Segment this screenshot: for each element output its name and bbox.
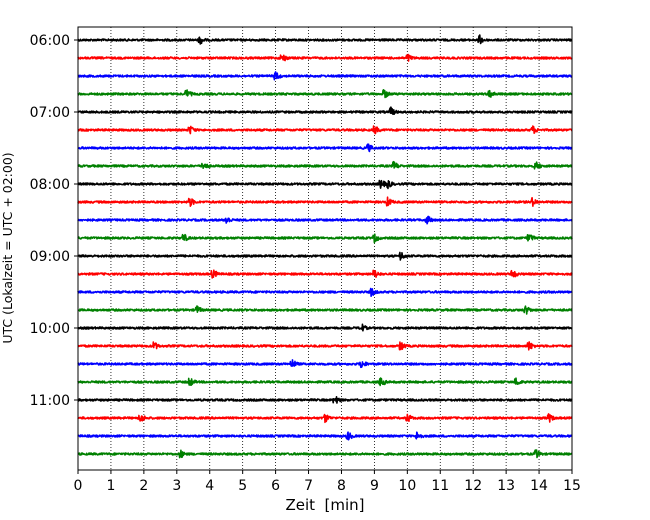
x-axis-label: Zeit [min] <box>285 496 364 514</box>
trace-row-0830 <box>77 215 573 225</box>
x-tick-label-1: 1 <box>106 478 115 494</box>
trace-row-1100 <box>77 395 573 404</box>
x-tick-label-8: 8 <box>337 478 346 494</box>
y-tick-label-0800: 08:00 <box>30 177 70 193</box>
x-tick-label-3: 3 <box>172 478 181 494</box>
x-tick-label-15: 15 <box>563 478 581 494</box>
x-tick-label-9: 9 <box>370 478 379 494</box>
seismogram-traces <box>77 34 573 459</box>
plot-frame <box>77 26 573 471</box>
x-tick-label-2: 2 <box>139 478 148 494</box>
x-tick-label-6: 6 <box>271 478 280 494</box>
trace-row-1045 <box>77 377 573 387</box>
x-tick-label-0: 0 <box>74 478 83 494</box>
plot-background <box>78 27 572 470</box>
trace-row-1130 <box>77 431 573 441</box>
y-axis-label: UTC (Lokalzeit = UTC + 02:00) <box>0 152 15 343</box>
y-tick-label-1000: 10:00 <box>30 321 70 337</box>
trace-row-0600 <box>77 34 573 45</box>
trace-row-0945 <box>77 305 573 315</box>
trace-row-1000 <box>77 323 573 332</box>
trace-row-0630 <box>77 71 573 81</box>
trace-row-1030 <box>77 359 573 369</box>
trace-row-0745 <box>77 160 573 170</box>
trace-row-0845 <box>77 233 573 244</box>
y-tick-label-1100: 11:00 <box>30 393 70 409</box>
x-tick-label-4: 4 <box>205 478 214 494</box>
x-tick-label-7: 7 <box>304 478 313 494</box>
x-axis-ticks: 0 1 2 3 4 5 6 7 8 9 10 11 12 13 14 15 <box>74 470 581 494</box>
trace-row-0930 <box>77 287 573 298</box>
x-tick-label-13: 13 <box>497 478 515 494</box>
y-tick-label-0700: 07:00 <box>30 105 70 121</box>
y-tick-label-0600: 06:00 <box>30 33 70 49</box>
trace-row-1145 <box>77 449 573 459</box>
trace-row-0730 <box>77 143 573 153</box>
trace-row-0700 <box>77 106 573 116</box>
x-tick-label-12: 12 <box>464 478 482 494</box>
trace-row-0615 <box>77 53 573 62</box>
trace-row-0645 <box>77 89 573 99</box>
x-tick-label-14: 14 <box>530 478 548 494</box>
trace-row-0800 <box>77 179 573 190</box>
trace-row-1015 <box>77 341 573 351</box>
trace-row-0915 <box>77 269 573 279</box>
trace-row-0900 <box>77 251 573 261</box>
x-tick-label-5: 5 <box>238 478 247 494</box>
trace-row-0715 <box>77 125 573 135</box>
x-tick-label-10: 10 <box>398 478 416 494</box>
y-axis-ticks: 06:00 07:00 08:00 09:00 10:00 11:00 <box>30 33 78 409</box>
trace-row-0815 <box>77 196 573 207</box>
trace-row-1115 <box>77 413 573 424</box>
y-tick-label-0900: 09:00 <box>30 249 70 265</box>
x-tick-label-11: 11 <box>431 478 449 494</box>
